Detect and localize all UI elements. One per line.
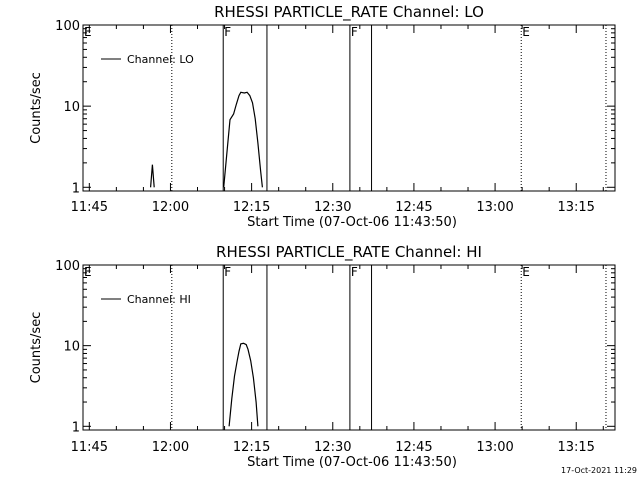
x-tick-label: 12:30: [314, 200, 351, 215]
event-label: E: [84, 25, 92, 39]
x-tick-label: 12:15: [233, 440, 270, 455]
chart-title: RHESSI PARTICLE_RATE Channel: LO: [214, 3, 484, 22]
x-tick-label: 11:45: [71, 440, 108, 455]
series-line: [228, 342, 259, 427]
x-tick-label: 12:30: [314, 440, 351, 455]
x-tick-label: 13:15: [557, 440, 594, 455]
y-tick-label: 100: [55, 259, 80, 274]
y-tick-label: 10: [63, 100, 80, 115]
x-tick-label: 12:15: [233, 200, 270, 215]
series-line: [223, 91, 263, 188]
x-tick-label: 13:00: [476, 440, 513, 455]
x-axis-label: Start Time (07-Oct-06 11:43:50): [247, 455, 457, 470]
x-tick-label: 12:45: [395, 200, 432, 215]
x-tick-label: 13:15: [557, 200, 594, 215]
x-tick-label: 12:00: [152, 200, 189, 215]
x-tick-label: 11:45: [71, 200, 108, 215]
x-axis-label: Start Time (07-Oct-06 11:43:50): [247, 215, 457, 230]
x-tick-label: 13:00: [476, 200, 513, 215]
event-label: F: [224, 25, 231, 39]
plot-frame: [82, 24, 616, 192]
event-label: F: [224, 265, 231, 279]
legend-label: Channel: HI: [127, 293, 191, 306]
series-line: [150, 164, 155, 188]
x-tick-label: 12:00: [152, 440, 189, 455]
footer-timestamp: 17-Oct-2021 11:29: [561, 466, 637, 475]
event-label: F: [351, 265, 358, 279]
event-label: E: [84, 265, 92, 279]
event-label: E: [522, 25, 530, 39]
y-axis-label: Counts/sec: [29, 312, 44, 384]
plot-frame: [82, 264, 616, 431]
y-tick-label: 1: [72, 420, 80, 435]
legend-label: Channel: LO: [127, 53, 194, 66]
y-tick-label: 10: [63, 340, 80, 355]
event-label: F: [351, 25, 358, 39]
x-tick-label: 12:45: [395, 440, 432, 455]
event-label: E: [522, 265, 530, 279]
y-axis-label: Counts/sec: [29, 72, 44, 144]
y-tick-label: 100: [55, 19, 80, 34]
y-tick-label: 1: [72, 181, 80, 196]
chart-title: RHESSI PARTICLE_RATE Channel: HI: [216, 243, 482, 262]
